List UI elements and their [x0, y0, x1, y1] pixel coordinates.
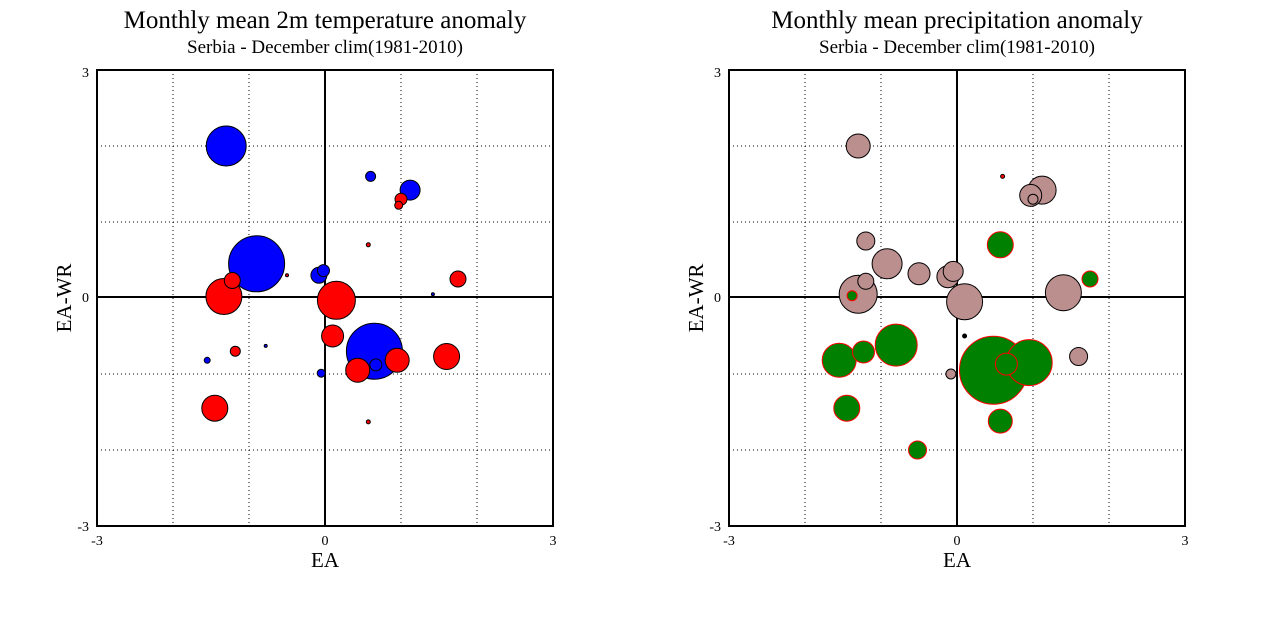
x-axis-label: EA — [943, 548, 972, 572]
data-point — [856, 231, 876, 251]
data-point — [285, 273, 289, 278]
data-point — [945, 368, 957, 380]
data-point — [821, 342, 857, 378]
data-point — [228, 235, 286, 293]
data-point — [203, 356, 211, 364]
data-points — [201, 125, 467, 425]
data-point — [852, 340, 875, 364]
x-tick-label: 3 — [550, 534, 557, 549]
data-point — [365, 242, 371, 248]
data-point — [1000, 173, 1006, 179]
plot-frame — [728, 69, 1186, 527]
data-point — [263, 343, 268, 348]
x-tick-label: 3 — [1182, 534, 1189, 549]
data-point — [908, 440, 927, 460]
data-point — [907, 262, 931, 286]
data-points — [821, 133, 1099, 460]
data-point — [316, 280, 356, 320]
y-tick-label: 0 — [714, 291, 721, 306]
data-point — [433, 343, 461, 370]
x-tick-label: 0 — [954, 534, 961, 549]
x-tick-label: -3 — [723, 534, 735, 549]
data-point — [317, 264, 330, 278]
chart-title: Monthly mean precipitation anomaly — [771, 7, 1143, 34]
precipitation-panel: Monthly mean precipitation anomaly Serbi… — [684, 7, 1189, 572]
x-axis-label: EA — [311, 548, 340, 572]
temperature-panel: Monthly mean 2m temperature anomaly Serb… — [52, 7, 557, 572]
y-axis-label: EA-WR — [684, 264, 708, 333]
chart-subtitle: Serbia - December clim(1981-2010) — [187, 37, 463, 58]
y-tick-label: 0 — [82, 291, 89, 306]
data-point — [987, 408, 1013, 434]
data-point — [857, 272, 875, 290]
data-point — [846, 290, 858, 302]
y-tick-label: 3 — [714, 66, 721, 81]
data-point — [845, 133, 871, 159]
data-point — [1069, 347, 1089, 366]
plot-frame — [96, 69, 554, 527]
data-point — [201, 394, 229, 422]
data-point — [1027, 193, 1039, 205]
data-point — [874, 323, 918, 367]
data-point — [942, 260, 964, 282]
data-point — [316, 368, 326, 378]
data-point — [449, 270, 467, 288]
y-tick-label: 3 — [82, 66, 89, 81]
data-point — [946, 283, 984, 321]
data-point — [394, 200, 404, 210]
data-point — [430, 292, 435, 297]
y-tick-label: -3 — [709, 520, 721, 535]
data-point — [384, 347, 410, 373]
data-point — [1081, 270, 1099, 288]
data-point — [871, 248, 903, 280]
chart-subtitle: Serbia - December clim(1981-2010) — [819, 37, 1095, 58]
data-point — [321, 324, 345, 348]
x-tick-label: -3 — [91, 534, 103, 549]
y-tick-label: -3 — [77, 520, 89, 535]
data-point — [345, 357, 371, 383]
data-point — [962, 333, 968, 339]
data-point — [986, 231, 1014, 259]
data-point — [365, 170, 377, 182]
data-point — [369, 358, 383, 372]
data-point — [1044, 274, 1082, 312]
data-point — [205, 125, 247, 167]
y-axis-label: EA-WR — [52, 264, 76, 333]
data-point — [229, 345, 241, 357]
data-point — [223, 272, 241, 289]
x-tick-label: 0 — [322, 534, 329, 549]
data-point — [994, 352, 1018, 376]
chart-title: Monthly mean 2m temperature anomaly — [124, 7, 527, 34]
data-point — [833, 394, 861, 422]
data-point — [365, 419, 371, 425]
